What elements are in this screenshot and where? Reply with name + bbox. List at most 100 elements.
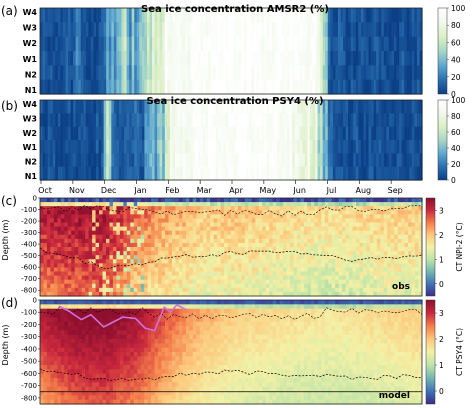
ice-cell bbox=[210, 113, 214, 128]
temp-cell bbox=[67, 238, 72, 244]
ice-cell bbox=[111, 166, 115, 181]
ice-cell bbox=[75, 140, 79, 154]
temp-cell bbox=[345, 214, 350, 220]
temp-cell bbox=[43, 230, 48, 236]
ice-cell bbox=[269, 166, 273, 181]
temp-cell bbox=[262, 255, 267, 260]
ice-cell bbox=[144, 100, 148, 114]
ice-cell bbox=[363, 22, 367, 38]
ice-cell bbox=[256, 36, 260, 52]
ice-cell bbox=[416, 65, 421, 81]
temp-cell bbox=[314, 214, 319, 220]
ice-cell bbox=[345, 36, 349, 52]
ice-cell bbox=[75, 113, 79, 128]
temp-cell bbox=[185, 226, 190, 232]
temp-cell bbox=[147, 259, 152, 264]
temp-cell bbox=[192, 222, 197, 228]
ice-cell bbox=[136, 113, 140, 128]
temp-cell bbox=[345, 210, 350, 215]
temp-cell bbox=[397, 242, 402, 248]
temp-cell bbox=[401, 202, 406, 207]
temp-cell bbox=[262, 279, 267, 285]
ice-cell bbox=[399, 65, 403, 81]
ice-cell bbox=[116, 140, 120, 154]
ice-cell bbox=[149, 166, 153, 181]
temp-cell bbox=[85, 352, 90, 357]
temp-cell bbox=[154, 202, 159, 207]
temp-cell bbox=[321, 242, 326, 248]
temp-cell bbox=[217, 210, 222, 215]
temp-cell bbox=[310, 275, 315, 281]
temp-cell bbox=[40, 259, 45, 264]
ice-cell bbox=[215, 36, 219, 52]
temp-cell bbox=[418, 251, 423, 256]
temp-cell bbox=[244, 198, 249, 203]
temp-cell bbox=[40, 287, 45, 293]
temp-cell bbox=[276, 263, 281, 269]
ice-cell bbox=[218, 65, 222, 81]
temp-cell bbox=[192, 234, 197, 240]
ice-cell bbox=[386, 8, 390, 23]
temp-cell bbox=[92, 218, 97, 224]
ice-cell bbox=[174, 100, 179, 114]
temp-cell bbox=[251, 287, 256, 293]
temp-cell bbox=[390, 275, 395, 281]
ice-cell bbox=[68, 8, 72, 23]
ice-cell bbox=[406, 113, 410, 128]
ice-cell bbox=[378, 140, 382, 154]
temp-cell bbox=[147, 255, 152, 260]
ice-cell bbox=[248, 166, 252, 181]
temp-cell bbox=[185, 279, 190, 285]
temp-cell bbox=[203, 238, 208, 244]
ice-cell bbox=[90, 51, 95, 66]
ice-cell bbox=[228, 166, 232, 181]
temp-cell bbox=[411, 251, 416, 256]
temp-cell bbox=[335, 279, 340, 285]
temp-cell bbox=[158, 287, 163, 293]
ice-cell bbox=[108, 153, 112, 168]
temp-cell bbox=[95, 287, 100, 293]
temp-cell bbox=[71, 343, 76, 349]
ice-cell bbox=[340, 36, 344, 52]
x-tick-label: Jul bbox=[326, 186, 337, 195]
ice-cell bbox=[225, 140, 230, 154]
ice-cell bbox=[411, 8, 415, 23]
ice-cell bbox=[70, 153, 74, 168]
temp-cell bbox=[283, 247, 288, 252]
ice-cell bbox=[368, 113, 372, 128]
temp-cell bbox=[394, 210, 399, 215]
ice-cell bbox=[103, 113, 107, 128]
ice-cell bbox=[238, 51, 242, 66]
temp-cell bbox=[40, 210, 45, 215]
temp-cell bbox=[64, 308, 69, 314]
temp-cell bbox=[92, 352, 97, 357]
temp-cell bbox=[394, 259, 399, 264]
temp-cell bbox=[206, 259, 211, 264]
temp-cell bbox=[81, 198, 86, 203]
ice-cell bbox=[414, 8, 418, 23]
ice-cell bbox=[169, 140, 174, 154]
ice-cell bbox=[129, 140, 133, 154]
temp-cell bbox=[74, 369, 79, 375]
temp-cell bbox=[189, 226, 194, 232]
temp-cell bbox=[342, 242, 347, 248]
temp-cell bbox=[71, 230, 76, 236]
temp-cell bbox=[199, 251, 204, 256]
ice-cell bbox=[289, 153, 293, 168]
temp-cell bbox=[394, 214, 399, 220]
ice-cell bbox=[149, 153, 153, 168]
ice-cell bbox=[180, 36, 184, 52]
temp-cell bbox=[224, 238, 229, 244]
temp-cell bbox=[40, 275, 45, 281]
temp-cell bbox=[105, 291, 111, 297]
ice-cell bbox=[279, 79, 283, 95]
temp-cell bbox=[147, 275, 152, 281]
temp-cell bbox=[43, 259, 48, 264]
temp-cell bbox=[203, 242, 208, 248]
temp-cell bbox=[95, 198, 100, 203]
temp-cell bbox=[119, 283, 124, 289]
ice-cell bbox=[185, 153, 189, 168]
ice-cell bbox=[121, 51, 125, 66]
temp-cell bbox=[248, 267, 253, 273]
temp-cell bbox=[345, 291, 350, 297]
